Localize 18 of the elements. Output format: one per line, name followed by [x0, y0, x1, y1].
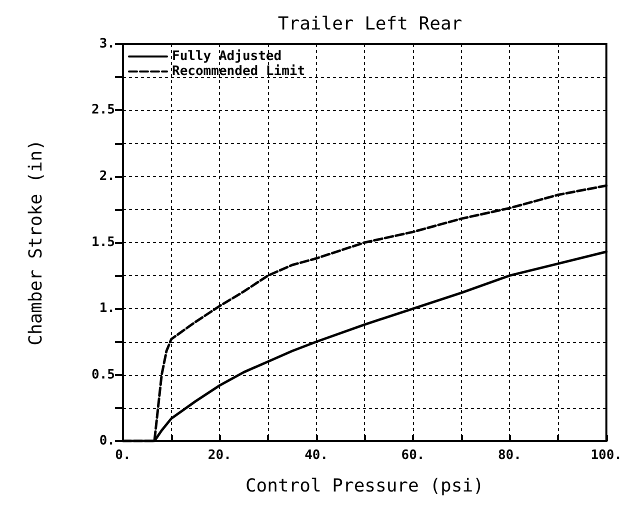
y-tick-label: 2.5	[92, 102, 115, 118]
x-tick-label: 80.	[498, 448, 522, 463]
chart-title: Trailer Left Rear	[278, 14, 462, 34]
x-tick-label: 0.	[115, 448, 131, 463]
x-tick-label: 40.	[304, 448, 328, 463]
y-tick-label: 1.	[99, 301, 115, 316]
y-tick-label: 3.	[99, 36, 115, 52]
y-tick-label: 1.5	[92, 235, 115, 250]
y-axis-title: Chamber Stroke (in)	[26, 140, 46, 346]
legend-label: Recommended Limit	[172, 64, 306, 79]
x-tick-label: 20.	[208, 448, 232, 463]
y-tick-label: 0.5	[92, 367, 115, 382]
y-tick-label: 2.	[99, 168, 115, 184]
y-tick-label: 0.	[99, 434, 115, 448]
x-tick-label: 60.	[401, 448, 425, 463]
x-axis-title: Control Pressure (psi)	[245, 476, 484, 496]
legend-label: Fully Adjusted	[172, 49, 282, 64]
x-tick-label: 100.	[590, 448, 622, 463]
